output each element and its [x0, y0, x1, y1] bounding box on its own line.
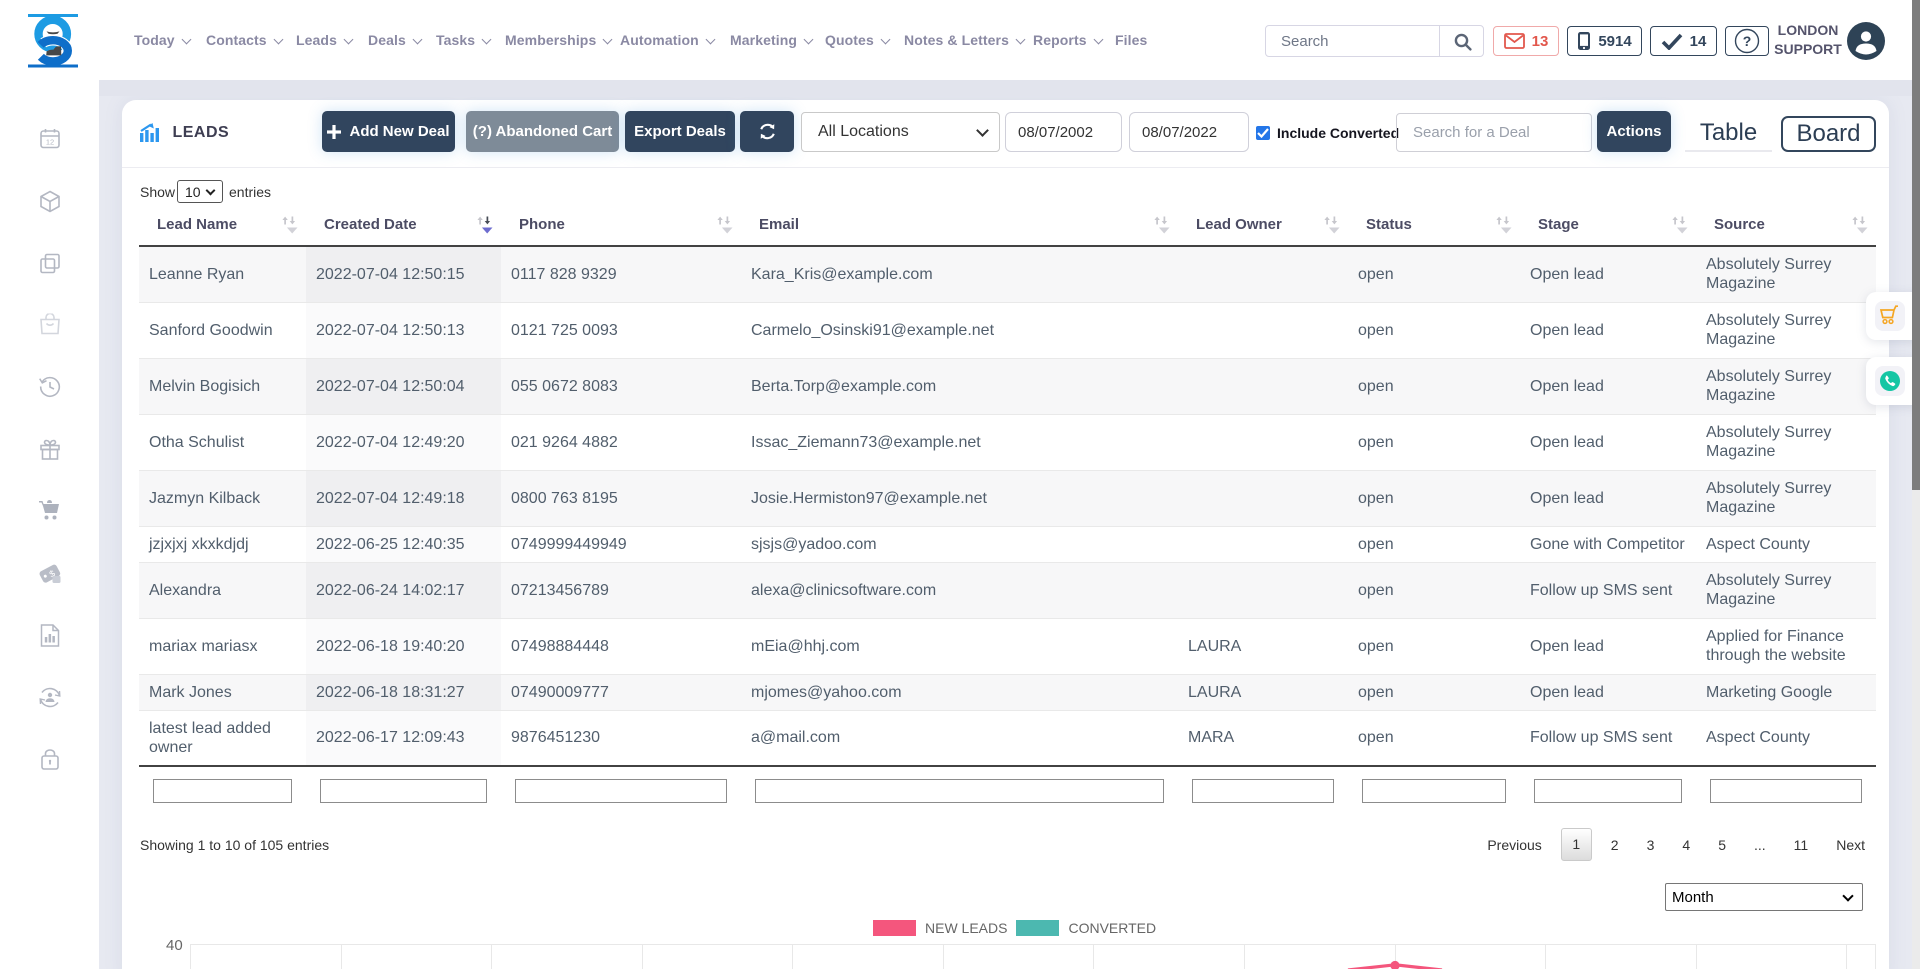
svg-text:12: 12: [46, 138, 54, 147]
svg-text:?: ?: [1743, 33, 1752, 49]
svg-text:$: $: [48, 568, 57, 579]
